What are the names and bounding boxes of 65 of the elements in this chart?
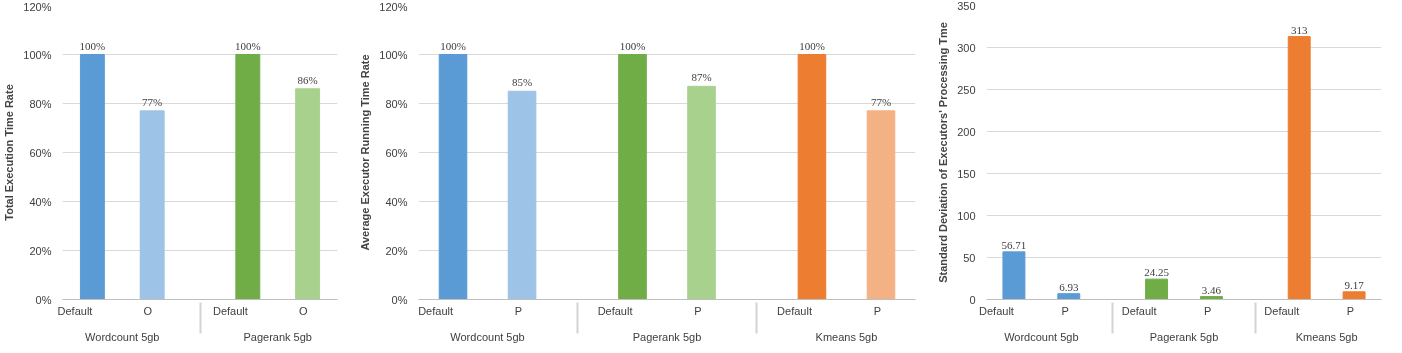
y-tick-label: 120%	[379, 0, 408, 13]
x-tick-label: Default	[597, 304, 633, 317]
x-tick-label: Default	[57, 304, 93, 317]
text: Wordcount 5gb	[1004, 330, 1079, 343]
x-tick-label: Default	[1121, 304, 1157, 317]
y-tick-label: 50	[963, 251, 976, 264]
y-axis-title: Average Executor Running Time Rate	[359, 54, 372, 251]
data-label: 86%	[297, 73, 318, 86]
text: Kmeans 5gb	[815, 330, 878, 343]
x-tick-label: P	[1061, 304, 1069, 317]
data-label: 77%	[142, 95, 163, 108]
y-tick-label: 100%	[23, 48, 52, 61]
x-tick-label: Default	[418, 304, 454, 317]
y-tick-label: 20%	[29, 244, 52, 257]
y-tick-label: 60%	[385, 146, 408, 159]
data-label: 100%	[619, 39, 646, 52]
x-tick-label: Default	[979, 304, 1014, 317]
y-axis-title: Total Execution Time Rate	[3, 84, 16, 221]
y-tick-label: 0%	[391, 293, 408, 306]
data-label: 9.17	[1344, 278, 1365, 291]
text: Pagerank 5gb	[632, 330, 702, 343]
x-tick-label: Default	[212, 304, 248, 317]
x-tick-label: P	[514, 304, 523, 317]
data-label: 87%	[691, 71, 712, 84]
y-tick-label: 80%	[29, 97, 52, 110]
y-tick-label: 40%	[29, 195, 52, 208]
x-tick-label: O	[299, 304, 309, 317]
x-tick-label: O	[143, 304, 153, 317]
data-label: 100%	[440, 39, 466, 52]
y-tick-label: 250	[957, 83, 976, 96]
text: Wordcount 5gb	[450, 330, 525, 343]
x-tick-label: P	[1204, 304, 1212, 317]
x-tick-label: Default	[1264, 304, 1300, 317]
data-label: 100%	[79, 39, 106, 52]
y-tick-label: 40%	[385, 195, 408, 208]
text: Kmeans 5gb	[1295, 330, 1358, 343]
data-label: 85%	[511, 76, 533, 89]
y-tick-label: 100	[957, 209, 976, 222]
data-label: 100%	[799, 39, 825, 52]
data-label: 77%	[870, 95, 892, 108]
data-label: 313	[1290, 23, 1308, 36]
x-tick-label: P	[694, 304, 702, 317]
data-label: 3.46	[1201, 283, 1222, 296]
y-tick-label: 350	[957, 0, 976, 12]
y-tick-label: 120%	[23, 0, 52, 13]
x-tick-label: Default	[777, 304, 812, 317]
text: Pagerank 5gb	[243, 330, 312, 343]
data-label: 100%	[234, 39, 261, 52]
y-tick-label: 20%	[385, 244, 408, 257]
y-tick-label: 300	[957, 41, 976, 54]
text: Wordcount 5gb	[85, 330, 160, 343]
text: Pagerank 5gb	[1149, 330, 1219, 343]
y-tick-label: 0%	[35, 293, 52, 306]
y-tick-label: 100%	[379, 48, 408, 61]
x-tick-label: P	[873, 304, 881, 317]
y-axis-title: Standard Deviation of Executors' Processing Tme	[937, 22, 950, 283]
y-tick-label: 60%	[29, 146, 52, 159]
x-tick-label: P	[1346, 304, 1355, 317]
y-tick-label: 200	[957, 125, 976, 138]
data-label: 56.71	[1001, 238, 1027, 251]
y-tick-label: 0	[969, 293, 976, 306]
y-tick-label: 80%	[385, 97, 408, 110]
data-label: 24.25	[1144, 266, 1170, 279]
y-tick-label: 150	[957, 167, 976, 180]
data-label: 6.93	[1059, 280, 1079, 293]
